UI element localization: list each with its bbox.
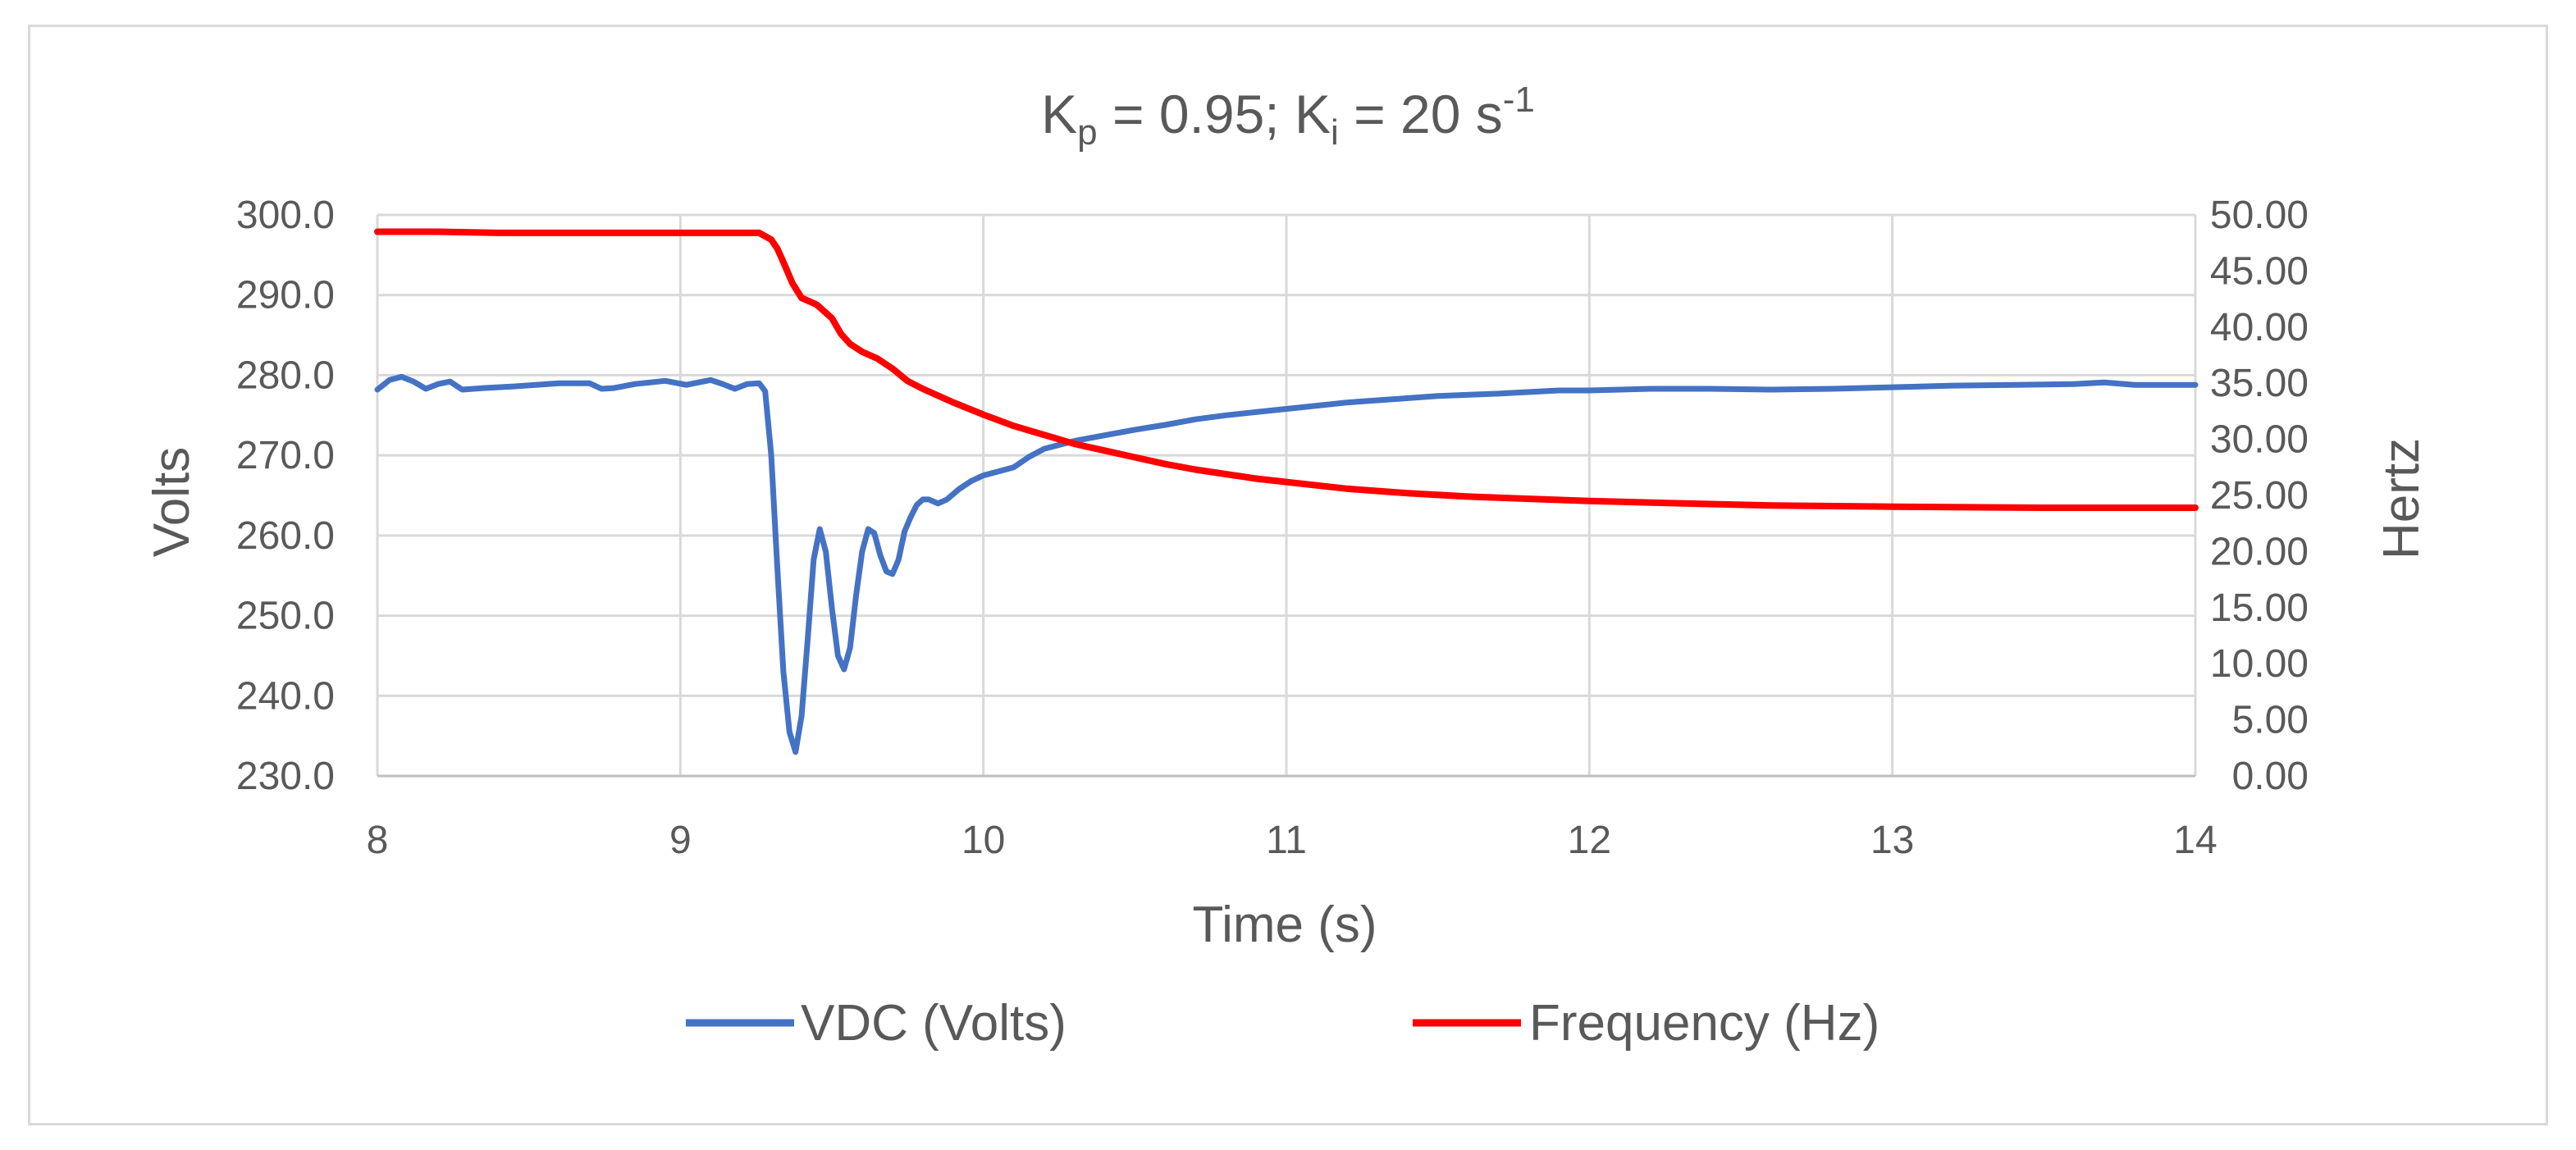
x-tick-label: 13: [1870, 819, 1914, 862]
series-line-vdc: [374, 373, 2199, 755]
x-tick-label: 14: [2173, 819, 2217, 862]
y-tick-label: 270.0: [236, 434, 335, 477]
y2-tick-label: 15.00: [2210, 586, 2309, 630]
y2-tick-label: 30.00: [2210, 418, 2309, 462]
y2-tick-label: 0.00: [2232, 755, 2309, 798]
y2-tick-label: 40.00: [2210, 306, 2309, 349]
legend: VDC (Volts) Frequency (Hz): [686, 995, 1879, 1052]
y2-tick-label: 20.00: [2210, 530, 2309, 573]
y-tick-label: 300.0: [236, 194, 335, 237]
y2-tick-label: 10.00: [2210, 642, 2309, 686]
chart-title: Kp = 0.95; Ki = 20 s-1: [1041, 80, 1535, 153]
y2-tick-label: 50.00: [2210, 194, 2309, 237]
x-tick-label: 12: [1568, 819, 1611, 862]
series-lines: [374, 228, 2199, 755]
y2-tick-label: 25.00: [2210, 474, 2309, 518]
x-tick-label: 9: [669, 819, 692, 862]
legend-label-vdc: VDC (Volts): [801, 995, 1066, 1052]
x-axis-title: Time (s): [1193, 897, 1377, 953]
series-line-frequency: [374, 228, 2199, 511]
x-tick-label: 11: [1266, 819, 1307, 862]
y-tick-label: 250.0: [236, 595, 335, 638]
y2-tick-label: 5.00: [2232, 699, 2309, 742]
gridlines: [376, 213, 2197, 778]
y-tick-label: 230.0: [236, 755, 335, 798]
x-tick-label: 8: [367, 819, 389, 862]
y-axis-title: Volts: [144, 447, 200, 557]
y2-tick-label: 35.00: [2210, 362, 2309, 405]
y-tick-label: 290.0: [236, 274, 335, 317]
y2-tick-label: 45.00: [2210, 249, 2309, 293]
legend-label-frequency: Frequency (Hz): [1529, 995, 1879, 1052]
y2-axis-title: Hertz: [2373, 438, 2430, 559]
y-tick-labels: 230.0 240.0 250.0 260.0 270.0 280.0 290.0 300.0: [236, 194, 335, 798]
x-tick-label: 10: [961, 819, 1005, 862]
chart-frame: [28, 25, 2548, 1125]
y-tick-label: 280.0: [236, 354, 335, 397]
y2-tick-labels: 0.00 5.00 10.00 15.00 20.00 25.00 30.00 35.00 40…: [2210, 194, 2309, 798]
x-tick-labels: 8 9 10 11 12 13 14: [367, 819, 2217, 862]
y-tick-label: 260.0: [236, 514, 335, 558]
y-tick-label: 240.0: [236, 674, 335, 718]
